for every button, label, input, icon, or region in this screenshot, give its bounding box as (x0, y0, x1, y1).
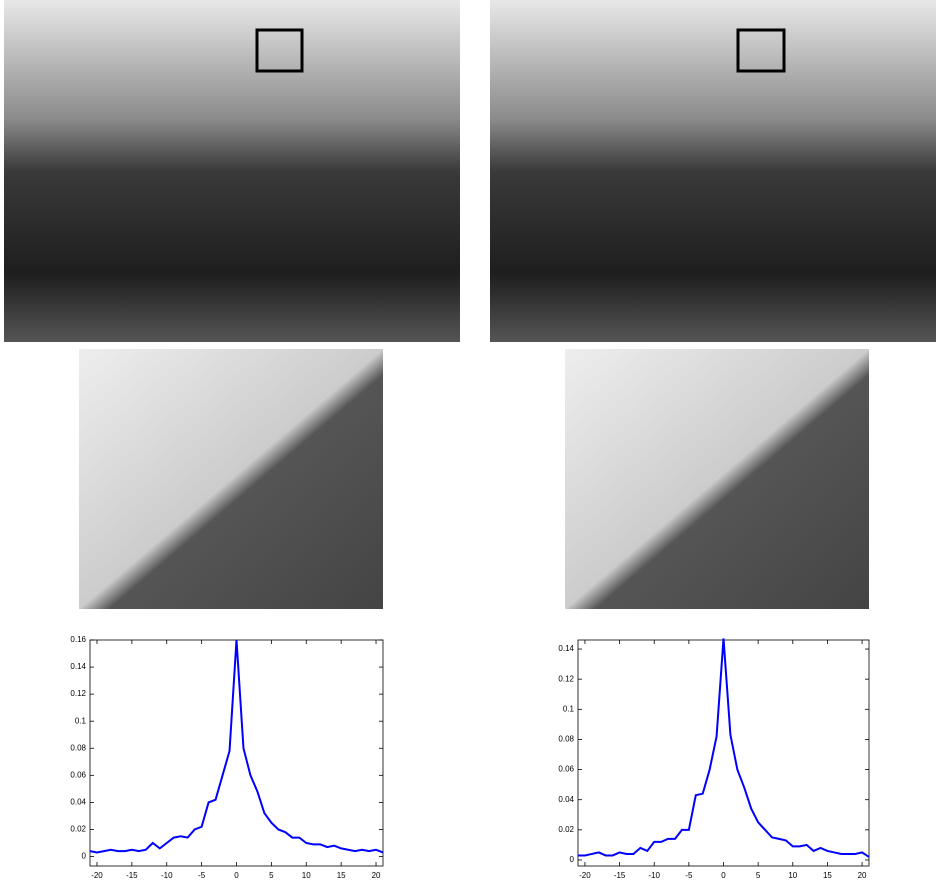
photo (490, 0, 936, 342)
x-tick-label: 0 (234, 871, 239, 880)
chart: 0 0.02 0.04 0.06 0.08 0.1 0.12 0.14 -20 -15 -10 -5 0… (558, 638, 870, 880)
x-tick-label: 15 (823, 871, 832, 880)
x-tick-label: -20 (91, 871, 103, 880)
x-tick-label: 20 (858, 871, 867, 880)
zoomed-crop (79, 349, 383, 609)
x-tick-label: -10 (648, 871, 660, 880)
x-tick-label: 0 (721, 871, 726, 880)
y-tick-label: 0.06 (558, 765, 574, 774)
y-tick-label: 0.02 (558, 825, 574, 834)
zoom-box (255, 28, 304, 73)
x-tick-label: 20 (372, 871, 381, 880)
x-tick-label: 10 (302, 871, 311, 880)
x-tick-label: -5 (685, 871, 693, 880)
y-tick-label: 0.14 (558, 644, 574, 653)
plot-frame (577, 639, 870, 867)
x-tick-label: -5 (198, 871, 206, 880)
y-tick-label: 0.04 (70, 798, 86, 807)
y-tick-label: 0.14 (70, 662, 86, 671)
y-tick-label: 0.1 (563, 704, 575, 713)
y-tick-label: 0.02 (70, 825, 86, 834)
photo (4, 0, 460, 342)
y-tick-label: 0.04 (558, 795, 574, 804)
x-tick-label: -15 (614, 871, 626, 880)
data-line (89, 639, 384, 854)
x-tick-label: -15 (126, 871, 138, 880)
zoomed-crop (565, 349, 869, 609)
y-tick-label: 0.1 (75, 716, 87, 725)
x-tick-label: -10 (161, 871, 173, 880)
chart: 0 0.02 0.04 0.06 0.08 0.1 0.12 0.14 0.16 -20 -15 -1… (70, 635, 384, 880)
x-tick-label: 10 (788, 871, 797, 880)
x-tick-label: 5 (269, 871, 274, 880)
plot-frame (89, 639, 384, 867)
figure-images (4, 0, 936, 609)
y-tick-label: 0.08 (70, 743, 86, 752)
zoom-box (736, 28, 786, 73)
y-tick-label: 0.06 (70, 770, 86, 779)
x-tick-label: 5 (756, 871, 761, 880)
y-tick-label: 0.16 (70, 635, 86, 644)
y-tick-label: 0 (82, 852, 87, 861)
y-tick-label: 0 (570, 855, 575, 864)
x-tick-label: -20 (579, 871, 591, 880)
x-tick-label: 15 (337, 871, 346, 880)
y-tick-label: 0.08 (558, 735, 574, 744)
y-tick-label: 0.12 (70, 689, 86, 698)
y-tick-label: 0.12 (558, 674, 574, 683)
data-line (578, 638, 870, 858)
